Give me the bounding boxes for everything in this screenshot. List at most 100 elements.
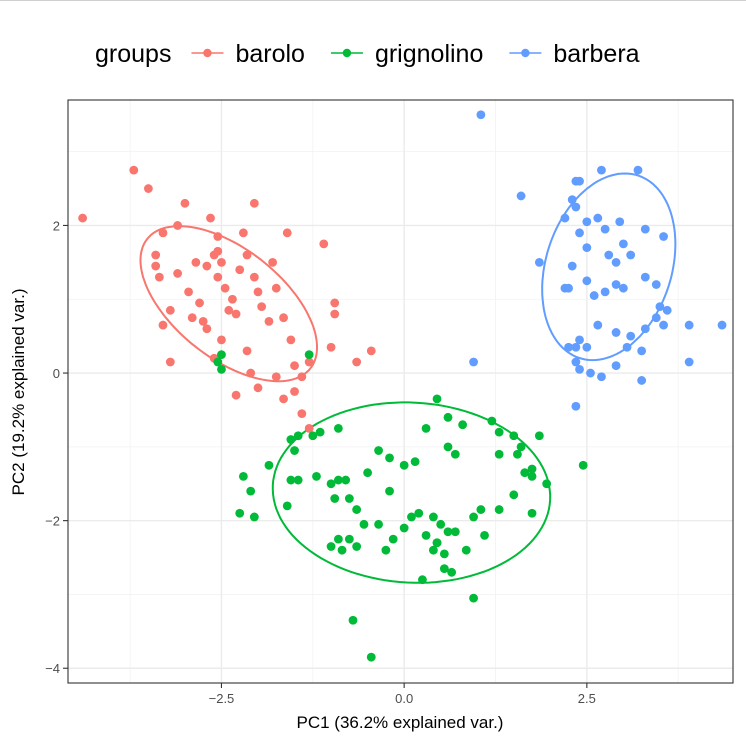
grignolino-point bbox=[374, 519, 383, 529]
grignolino-point bbox=[326, 542, 336, 551]
barolo-point bbox=[231, 309, 241, 319]
grignolino-point bbox=[520, 468, 530, 478]
barolo-point bbox=[235, 265, 245, 275]
barbera-point bbox=[571, 202, 581, 212]
barbera-point bbox=[582, 276, 592, 286]
grignolino-point bbox=[363, 468, 373, 478]
grignolino-legend-key-point bbox=[342, 48, 352, 58]
barbera-point bbox=[611, 257, 621, 267]
barbera-point bbox=[640, 224, 650, 234]
grignolino-point bbox=[458, 420, 468, 430]
grignolino-point bbox=[439, 549, 449, 559]
barbera-point bbox=[476, 110, 486, 120]
barolo-point bbox=[165, 357, 175, 367]
panel-border bbox=[67, 99, 734, 684]
barolo-point bbox=[304, 423, 314, 433]
grignolino-point bbox=[213, 357, 223, 367]
y-tick-label: 0 bbox=[53, 366, 60, 381]
barbera-point bbox=[586, 368, 595, 378]
grignolino-point bbox=[443, 442, 453, 452]
grignolino-point bbox=[366, 652, 376, 662]
barolo-point bbox=[330, 298, 340, 308]
barbera-point bbox=[604, 250, 614, 260]
barolo-point bbox=[173, 269, 183, 278]
grignolino-point bbox=[264, 460, 274, 470]
grignolino-point bbox=[217, 350, 226, 360]
barolo-point bbox=[191, 257, 201, 267]
grignolino-point bbox=[293, 475, 303, 485]
barolo-point bbox=[224, 305, 234, 315]
barolo-point bbox=[165, 305, 175, 315]
grignolino-point bbox=[414, 508, 424, 518]
grignolino-point bbox=[487, 416, 497, 426]
x-tick-label: 0.0 bbox=[395, 691, 413, 706]
barolo-point bbox=[151, 261, 161, 271]
barbera-point bbox=[575, 364, 584, 374]
legend-items: barolo grignolino barbera bbox=[191, 40, 640, 68]
barbera-point bbox=[618, 283, 628, 293]
barbera-point bbox=[637, 376, 647, 385]
x-axis-title: PC1 (36.2% explained var.) bbox=[297, 713, 504, 732]
grignolino-point bbox=[330, 494, 340, 503]
grignolino-point bbox=[352, 542, 362, 551]
barolo-point bbox=[213, 272, 223, 282]
grignolino-point bbox=[418, 575, 427, 585]
grignolino-point bbox=[469, 593, 478, 603]
barolo-point bbox=[242, 346, 252, 356]
barbera-point bbox=[684, 357, 694, 367]
grignolino-point bbox=[476, 505, 486, 514]
grignolino-point bbox=[527, 508, 537, 518]
barbera-point bbox=[659, 320, 668, 330]
grignolino-point bbox=[333, 534, 343, 544]
barolo-point bbox=[290, 361, 299, 371]
barbera-point bbox=[611, 361, 621, 371]
barbera-point bbox=[662, 305, 672, 315]
barbera-point bbox=[571, 342, 581, 352]
top-border bbox=[0, 0, 746, 1]
ellipses bbox=[139, 172, 677, 584]
grignolino-point bbox=[428, 545, 438, 555]
barbera-point bbox=[622, 342, 632, 352]
barbera-point bbox=[640, 272, 650, 282]
barbera-point bbox=[626, 331, 636, 341]
barolo-point bbox=[209, 250, 219, 260]
barbera-point bbox=[600, 287, 610, 297]
grignolino-point bbox=[282, 501, 292, 511]
barolo-point bbox=[366, 346, 376, 356]
barbera-point bbox=[600, 224, 610, 234]
grignolino-point bbox=[246, 486, 256, 496]
grignolino-point bbox=[469, 512, 478, 522]
barolo-point bbox=[238, 228, 248, 238]
grignolino-point bbox=[249, 512, 259, 522]
barbera-point bbox=[659, 232, 668, 241]
barolo-point bbox=[173, 221, 183, 230]
barolo-point bbox=[180, 198, 190, 208]
grignolino-point bbox=[432, 394, 442, 404]
grignolino-ellipse bbox=[271, 401, 552, 584]
barbera-legend-label: barbera bbox=[553, 40, 639, 68]
grignolino-point bbox=[385, 486, 394, 496]
barolo-point bbox=[271, 283, 281, 293]
barbera-point bbox=[618, 239, 628, 249]
grignolino-point bbox=[421, 423, 431, 433]
barbera-point bbox=[655, 302, 665, 312]
barolo-point bbox=[319, 239, 329, 249]
barbera-point bbox=[575, 176, 584, 186]
barbera-point bbox=[637, 346, 647, 356]
grignolino-point bbox=[513, 449, 522, 459]
grignolino-point bbox=[341, 475, 351, 485]
grignolino-point bbox=[359, 519, 369, 529]
barbera-point bbox=[567, 261, 577, 271]
barolo-point bbox=[217, 335, 226, 345]
barolo-point bbox=[304, 357, 314, 367]
barbera-point bbox=[564, 283, 573, 293]
barbera-point bbox=[582, 243, 592, 252]
grignolino-point bbox=[374, 446, 383, 455]
barolo-point bbox=[290, 387, 299, 396]
grignolino-point bbox=[516, 442, 526, 452]
barolo-point bbox=[217, 257, 226, 267]
grignolino-point bbox=[450, 449, 460, 459]
plot-panel bbox=[68, 100, 733, 683]
barbera-point bbox=[575, 335, 584, 345]
